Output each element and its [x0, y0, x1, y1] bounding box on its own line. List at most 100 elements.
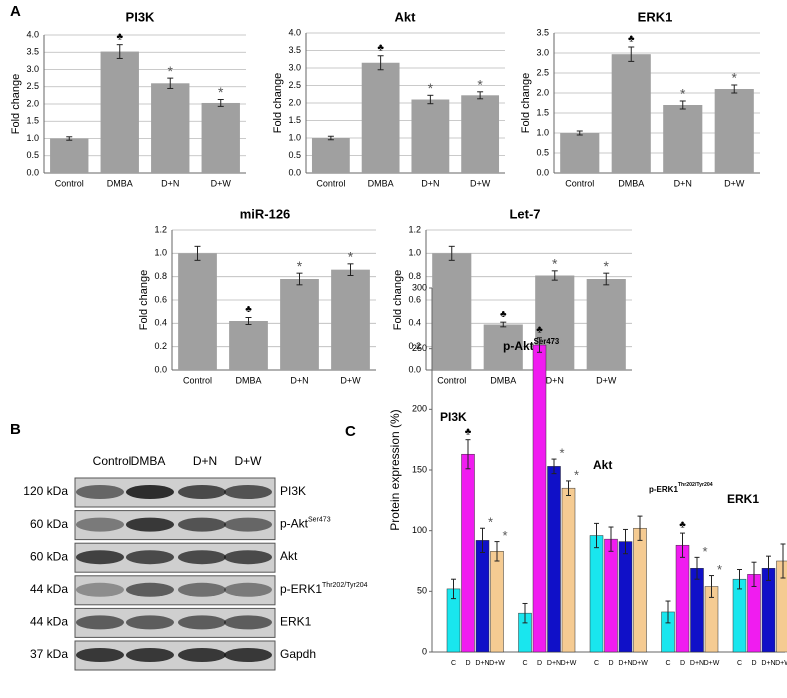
x-tick-label: DMBA — [618, 178, 644, 188]
blot-protein-superscript: Thr202/Tyr204 — [322, 582, 368, 589]
error-bar — [448, 245, 455, 261]
y-tick-label: 0.0 — [288, 167, 301, 177]
blot-band — [224, 485, 272, 499]
chart-title: PI3K — [126, 9, 156, 24]
lane-label: D+W — [235, 454, 263, 468]
y-tick-label: 4.0 — [26, 29, 39, 39]
lane-label: DMBA — [131, 454, 166, 468]
y-tick-label: 2.5 — [288, 80, 301, 90]
bar — [311, 138, 350, 173]
blot-band — [224, 648, 272, 662]
x-tick-label: DMBA — [368, 178, 394, 188]
blot-band — [178, 648, 226, 662]
x-tick-label: DMBA — [235, 375, 261, 385]
blot-protein-superscript: Ser473 — [308, 516, 331, 523]
group-label-main: p-ERK1 — [649, 485, 678, 494]
group-label: p-ERK1Thr202/Tyr204 — [649, 482, 713, 494]
y-tick-label: 0.6 — [408, 294, 421, 304]
bar — [547, 466, 561, 653]
y-tick-label: 0.6 — [154, 294, 167, 304]
blot-band — [224, 550, 272, 565]
x-tick-label: D — [680, 660, 685, 667]
y-tick-label: 3.5 — [536, 27, 549, 37]
error-bar — [327, 135, 334, 141]
panel-label: B — [10, 421, 21, 438]
significance-marker: ♣ — [679, 520, 686, 531]
y-tick-label: 250 — [412, 343, 427, 353]
error-bar — [427, 94, 434, 105]
y-tick-label: 2.5 — [26, 81, 39, 91]
blot-protein-name: ERK1 — [280, 615, 312, 629]
y-axis-label: Fold change — [520, 73, 532, 134]
error-bar — [116, 44, 123, 59]
error-bar — [665, 600, 671, 624]
x-tick-label: D — [751, 660, 756, 667]
blot-band — [178, 485, 226, 499]
x-tick-label: D — [608, 660, 613, 667]
bar — [589, 535, 604, 653]
y-tick-label: 50 — [417, 586, 427, 596]
bar — [611, 54, 651, 174]
x-tick-label: C — [522, 660, 527, 667]
y-tick-label: 0.8 — [408, 271, 421, 281]
blot-band — [76, 550, 124, 565]
error-bar — [500, 321, 507, 328]
bar — [475, 540, 490, 653]
significance-marker: ♣ — [536, 324, 543, 335]
significance-marker: * — [559, 446, 564, 461]
x-tick-label: D — [465, 660, 470, 667]
y-tick-label: 0.4 — [154, 318, 167, 328]
y-axis-label: Protein expression (%) — [388, 409, 402, 530]
group-label: p-AktSer473 — [503, 337, 560, 353]
x-tick-label: D+W — [724, 178, 745, 188]
bar — [229, 321, 268, 370]
y-tick-label: 2.0 — [26, 98, 39, 108]
error-bar — [680, 532, 685, 558]
lane-label: Control — [93, 454, 132, 468]
bar — [560, 133, 600, 173]
chart-title: Akt — [395, 9, 417, 24]
bar — [151, 83, 190, 173]
significance-marker: ♣ — [377, 42, 384, 53]
error-bar — [377, 55, 384, 71]
y-tick-label: 0.0 — [154, 364, 167, 374]
error-bar — [465, 439, 471, 470]
blot-band — [126, 517, 174, 532]
x-tick-label: C — [594, 660, 599, 667]
group-label-main: PI3K — [440, 410, 467, 424]
blot-size-label: 44 kDa — [30, 615, 68, 629]
group-label: ERK1 — [727, 492, 759, 506]
error-bar — [576, 130, 583, 136]
x-tick-label: C — [451, 660, 456, 667]
error-bar — [551, 458, 557, 475]
blot-size-label: 60 kDa — [30, 517, 68, 531]
x-tick-label: D+N — [421, 178, 439, 188]
group-label: Akt — [593, 458, 612, 472]
y-tick-label: 1.5 — [536, 107, 549, 117]
bar — [490, 551, 504, 653]
y-axis-label: Fold change — [272, 73, 284, 134]
error-bar — [296, 272, 303, 286]
y-tick-label: 2.0 — [536, 87, 549, 97]
error-bar — [731, 84, 738, 94]
error-bar — [780, 543, 786, 579]
blot-protein-label: Akt — [280, 549, 298, 563]
significance-marker: ♣ — [245, 304, 252, 315]
y-tick-label: 0.0 — [26, 167, 39, 177]
significance-marker: * — [488, 515, 493, 530]
y-tick-label: 3.5 — [26, 47, 39, 57]
blot-protein-name: Gapdh — [280, 647, 316, 661]
blot-protein-name: p-Akt — [280, 517, 309, 531]
significance-marker: * — [717, 562, 722, 577]
blot-band — [76, 648, 124, 662]
x-tick-label: Control — [565, 178, 594, 188]
y-tick-label: 0.2 — [408, 341, 421, 351]
bar — [776, 560, 787, 653]
x-tick-label: D+W — [489, 660, 505, 667]
y-tick-label: 2.0 — [288, 97, 301, 107]
y-tick-label: 1.2 — [154, 224, 167, 234]
y-tick-label: 1.0 — [26, 133, 39, 143]
x-tick-label: C — [665, 660, 670, 667]
y-tick-label: 150 — [412, 464, 427, 474]
bar — [675, 544, 690, 653]
